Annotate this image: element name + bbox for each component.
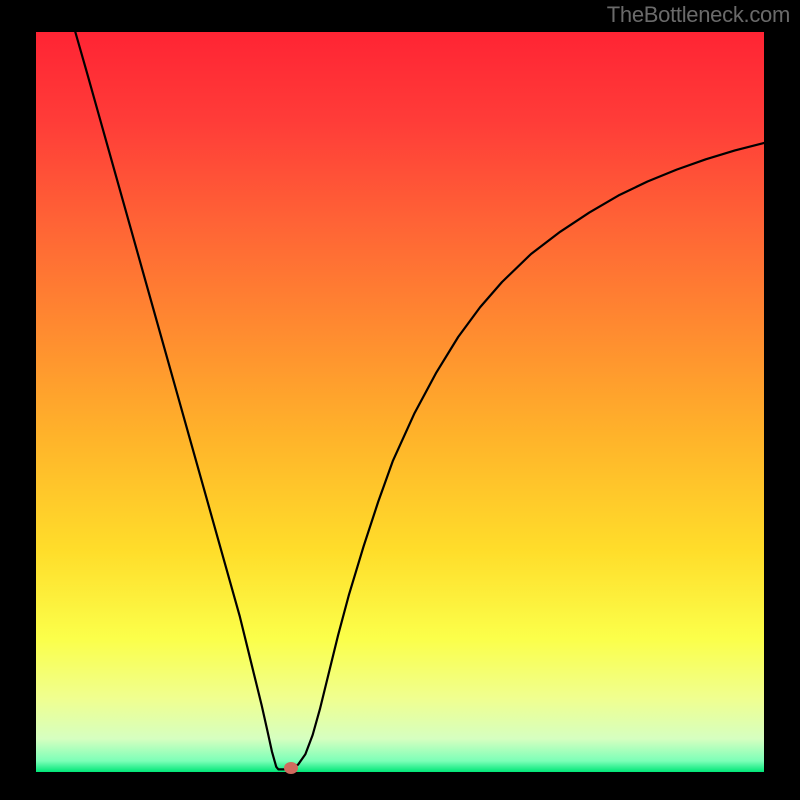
curve-line bbox=[36, 32, 764, 772]
watermark-text: TheBottleneck.com bbox=[607, 2, 790, 28]
curve-minimum-marker bbox=[284, 762, 298, 774]
chart-area bbox=[36, 32, 764, 772]
